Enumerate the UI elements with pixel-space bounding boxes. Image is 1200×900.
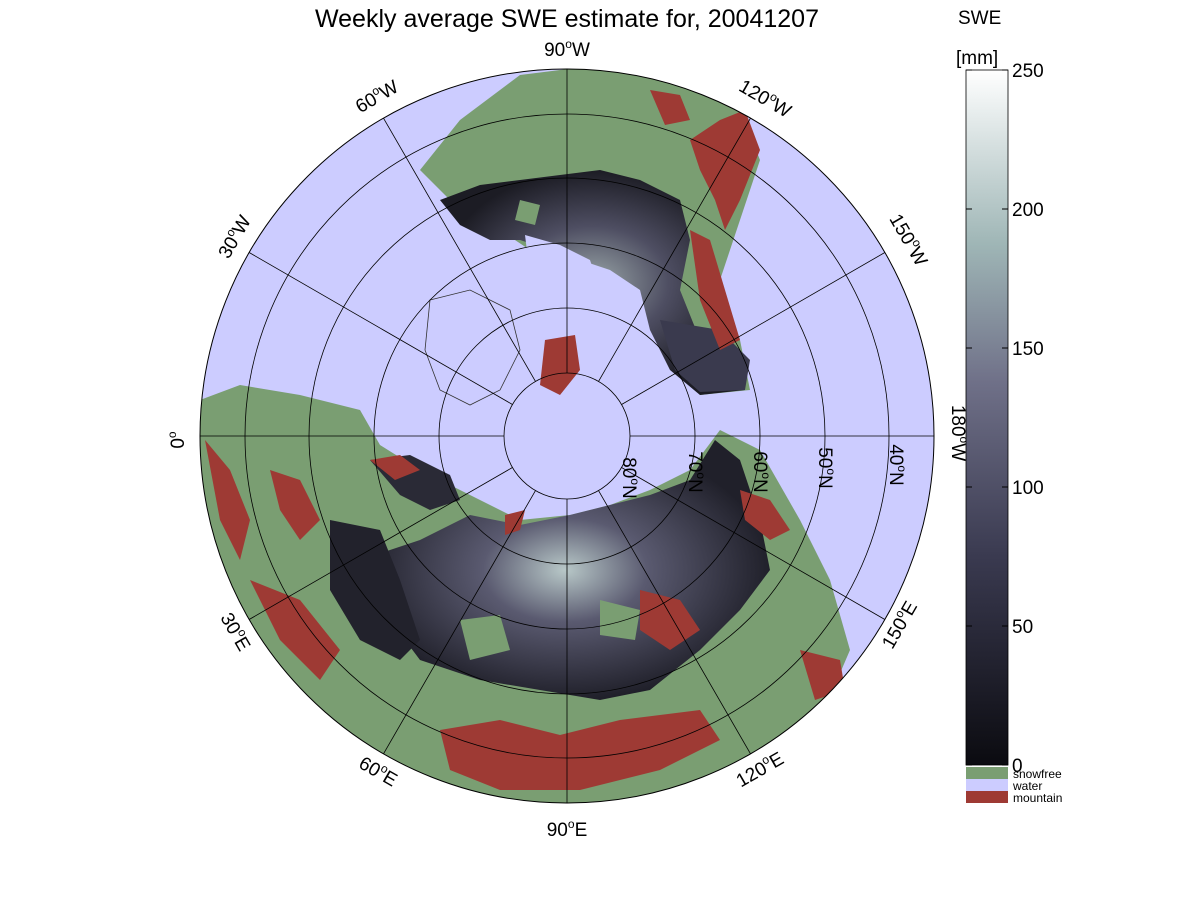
colorbar-gradient [965, 69, 1009, 766]
latitude-labels: 80oN 70oN 60oN 50oN 40oN [618, 444, 909, 499]
hudson-bay [525, 235, 600, 310]
colorbar-units: [mm] [956, 48, 998, 69]
map-border [199, 68, 935, 804]
lat-label-60n: 60oN [749, 451, 773, 493]
snowfree-patches [460, 200, 640, 660]
lat-label-80n: 80oN [618, 457, 642, 499]
colorbar-tick-label: 250 [1012, 61, 1044, 82]
colorbar-tick-label: 0 [1012, 756, 1023, 777]
lat-label-40n: 40oN [885, 444, 909, 486]
lon-label-150w: 150oW [885, 209, 934, 270]
lon-label-180w: 180oW [947, 405, 971, 461]
colorbar-ticks: 250 200 150 100 50 0 [966, 61, 1044, 777]
category-swatch-mountain [966, 791, 1008, 803]
category-label-snowfree: snowfree [1013, 767, 1062, 781]
meridian-line [621, 467, 886, 620]
colorbar-title: SWE [958, 8, 1001, 29]
swe-colorbar: SWE [mm] 250 200 150 100 50 0 snowfreewatermo… [956, 8, 1062, 805]
category-label-mountain: mountain [1013, 791, 1062, 805]
lon-label-90e: 90oE [547, 817, 588, 841]
category-label-water: water [1012, 779, 1042, 793]
category-swatch-snowfree [966, 767, 1008, 779]
lon-label-90w: 90oW [544, 37, 590, 61]
meridian-line [383, 117, 536, 382]
colorbar-tick-label: 200 [1012, 200, 1044, 221]
meridian-line [248, 467, 513, 620]
lon-label-60w: 60oW [351, 74, 403, 118]
meridian-line [248, 252, 513, 405]
meridian-line [598, 490, 751, 755]
polar-map [200, 69, 934, 803]
europe-snow-patch [330, 520, 420, 660]
lat-label-70n: 70oN [684, 451, 708, 493]
lat-label-50n: 50oN [814, 447, 838, 489]
colorbar-tick-label: 100 [1012, 478, 1044, 499]
meridian-line [621, 252, 886, 405]
graticule [200, 69, 934, 803]
colorbar-tick-label: 50 [1012, 617, 1033, 638]
map-title: Weekly average SWE estimate for, 2004120… [315, 5, 819, 33]
greenland [424, 289, 521, 406]
colorbar-tick-label: 150 [1012, 339, 1044, 360]
lon-label-0: 0o [165, 431, 189, 449]
category-swatch-water [966, 779, 1008, 791]
meridian-line [383, 490, 536, 755]
meridian-line [598, 117, 751, 382]
